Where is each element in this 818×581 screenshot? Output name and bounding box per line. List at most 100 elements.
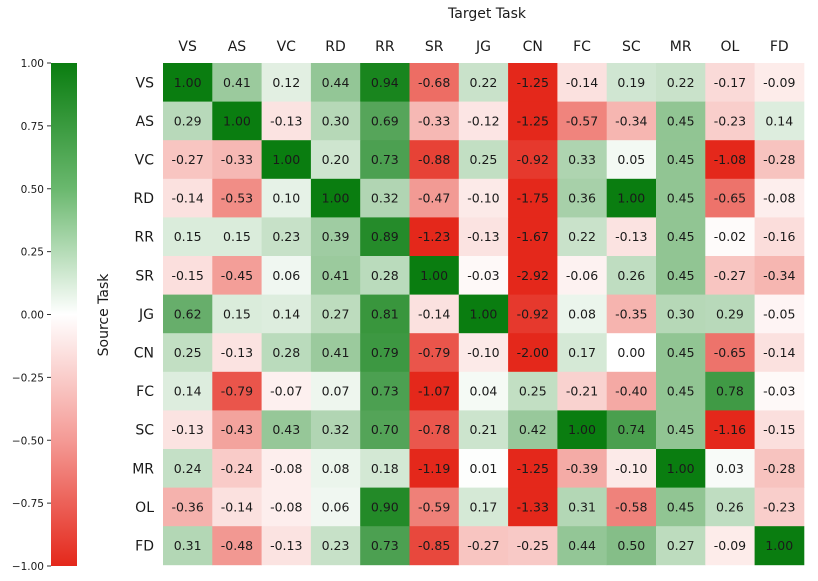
heatmap-cell: [606, 256, 657, 295]
cell-value-label: 0.31: [174, 538, 202, 553]
cell-value-label: -0.13: [171, 422, 203, 437]
cell-value-label: 0.44: [322, 75, 350, 90]
heatmap-cell: [458, 63, 509, 102]
cell-value-label: -0.09: [763, 75, 795, 90]
heatmap-cell: [705, 333, 755, 373]
heatmap-cell: [754, 294, 805, 334]
heatmap-cell: [212, 371, 262, 411]
heatmap-cell: [310, 256, 361, 295]
cell-value-label: 0.22: [470, 75, 498, 90]
cell-value-label: 0.79: [371, 345, 399, 360]
cell-value-label: -0.14: [418, 306, 450, 321]
heatmap-cell: [754, 526, 805, 566]
y-tick-label: SC: [135, 423, 154, 439]
colorbar-tick-label: 0.75: [21, 121, 44, 133]
cell-value-label: 0.70: [371, 422, 399, 437]
cell-value-label: 0.30: [322, 113, 350, 128]
colorbar-ticks: 1.00 0.75 0.50 0.25 0.00 −0.25 −0.50 −0.75 −1.00: [12, 58, 51, 573]
cell-value-label: 0.01: [470, 461, 498, 476]
heatmap-cell: [409, 101, 460, 141]
cell-value-label: 0.32: [371, 191, 399, 206]
x-tick-label: FC: [573, 39, 591, 55]
cell-value-label: -0.47: [418, 191, 450, 206]
cell-value-label: -0.09: [714, 538, 746, 553]
cell-value-label: 0.36: [568, 191, 596, 206]
heatmap-cell: [163, 410, 213, 450]
heatmap-cell: [508, 294, 558, 334]
heatmap-cell: [458, 333, 509, 373]
cell-value-label: -0.10: [615, 461, 647, 476]
cell-value-label: 0.25: [519, 384, 547, 399]
cell-value-label: -0.68: [418, 75, 450, 90]
heatmap-cell: [508, 140, 558, 180]
cell-value-label: -0.10: [467, 345, 499, 360]
heatmap-cell: [606, 101, 657, 141]
heatmap-cell: [261, 449, 312, 488]
cell-value-label: -1.33: [517, 499, 549, 514]
cell-value-label: -0.13: [615, 229, 647, 244]
colorbar-tick-label: −0.25: [12, 372, 44, 384]
heatmap-cell: [557, 410, 608, 450]
cell-value-label: 0.08: [568, 306, 596, 321]
cell-value-label: -0.13: [221, 345, 253, 360]
heatmap-cell: [409, 487, 460, 527]
heatmap-cell: [606, 487, 657, 527]
cell-value-label: 0.24: [174, 461, 202, 476]
heatmap-cell: [705, 101, 755, 141]
x-tick-label: VC: [277, 39, 297, 55]
cell-value-label: 0.94: [371, 75, 399, 90]
cell-value-label: 1.00: [174, 75, 202, 90]
heatmap-cell: [557, 140, 608, 180]
heatmap-cell: [163, 371, 213, 411]
heatmap-cell: [409, 449, 460, 488]
cell-value-label: -0.16: [763, 229, 795, 244]
heatmap-cell: [212, 217, 262, 257]
cell-value-label: 0.44: [568, 538, 596, 553]
cell-value-label: -0.13: [467, 229, 499, 244]
cell-value-label: -1.25: [517, 75, 549, 90]
cell-value-label: 0.50: [617, 538, 645, 553]
cell-value-label: -0.43: [221, 422, 253, 437]
cell-value-label: 0.45: [667, 268, 695, 283]
x-tick-label: CN: [523, 39, 543, 55]
heatmap-cell: [212, 140, 262, 180]
heatmap-cell: [310, 449, 361, 488]
cell-value-label: 1.00: [470, 306, 498, 321]
heatmap-cell: [261, 333, 312, 373]
heatmap-cell: [261, 101, 312, 141]
x-tick-label: RR: [375, 39, 395, 55]
cell-value-label: 0.07: [322, 384, 350, 399]
cell-value-label: -0.14: [566, 75, 598, 90]
cell-value-label: 0.90: [371, 499, 399, 514]
cell-value-label: -0.08: [763, 191, 795, 206]
heatmap-cell: [261, 294, 312, 334]
cell-value-label: -0.03: [467, 268, 499, 283]
y-tick-label: JG: [138, 307, 154, 323]
heatmap-cell: [606, 178, 657, 218]
colorbar-tick-label: −0.50: [12, 435, 44, 447]
cell-value-label: -0.25: [517, 538, 549, 553]
heatmap-cell: [557, 449, 608, 488]
heatmap-cell: [310, 178, 361, 218]
cell-value-label: -0.24: [221, 461, 253, 476]
cell-value-label: 0.45: [667, 384, 695, 399]
heatmap-cell: [360, 294, 410, 334]
heatmap-cell: [409, 371, 460, 411]
x-tick-labels: VS AS VC RD RR SR JG CN FC SC MR OL FD: [178, 39, 788, 55]
x-tick-label: OL: [721, 39, 740, 55]
heatmap-cell: [557, 371, 608, 411]
cell-value-label: 0.45: [667, 113, 695, 128]
heatmap-cell: [508, 526, 558, 566]
heatmap-cell: [656, 256, 706, 295]
heatmap-cell: [163, 294, 213, 334]
heatmap-cell: [754, 449, 805, 488]
cell-value-label: 0.30: [667, 306, 695, 321]
cell-value-label: -0.08: [270, 499, 302, 514]
heatmap-cell: [458, 217, 509, 257]
heatmap-cell: [508, 333, 558, 373]
heatmap-cell: [705, 410, 755, 450]
cell-value-label: 0.15: [174, 229, 202, 244]
heatmap-cell: [557, 487, 608, 527]
cell-value-label: 0.00: [617, 345, 645, 360]
